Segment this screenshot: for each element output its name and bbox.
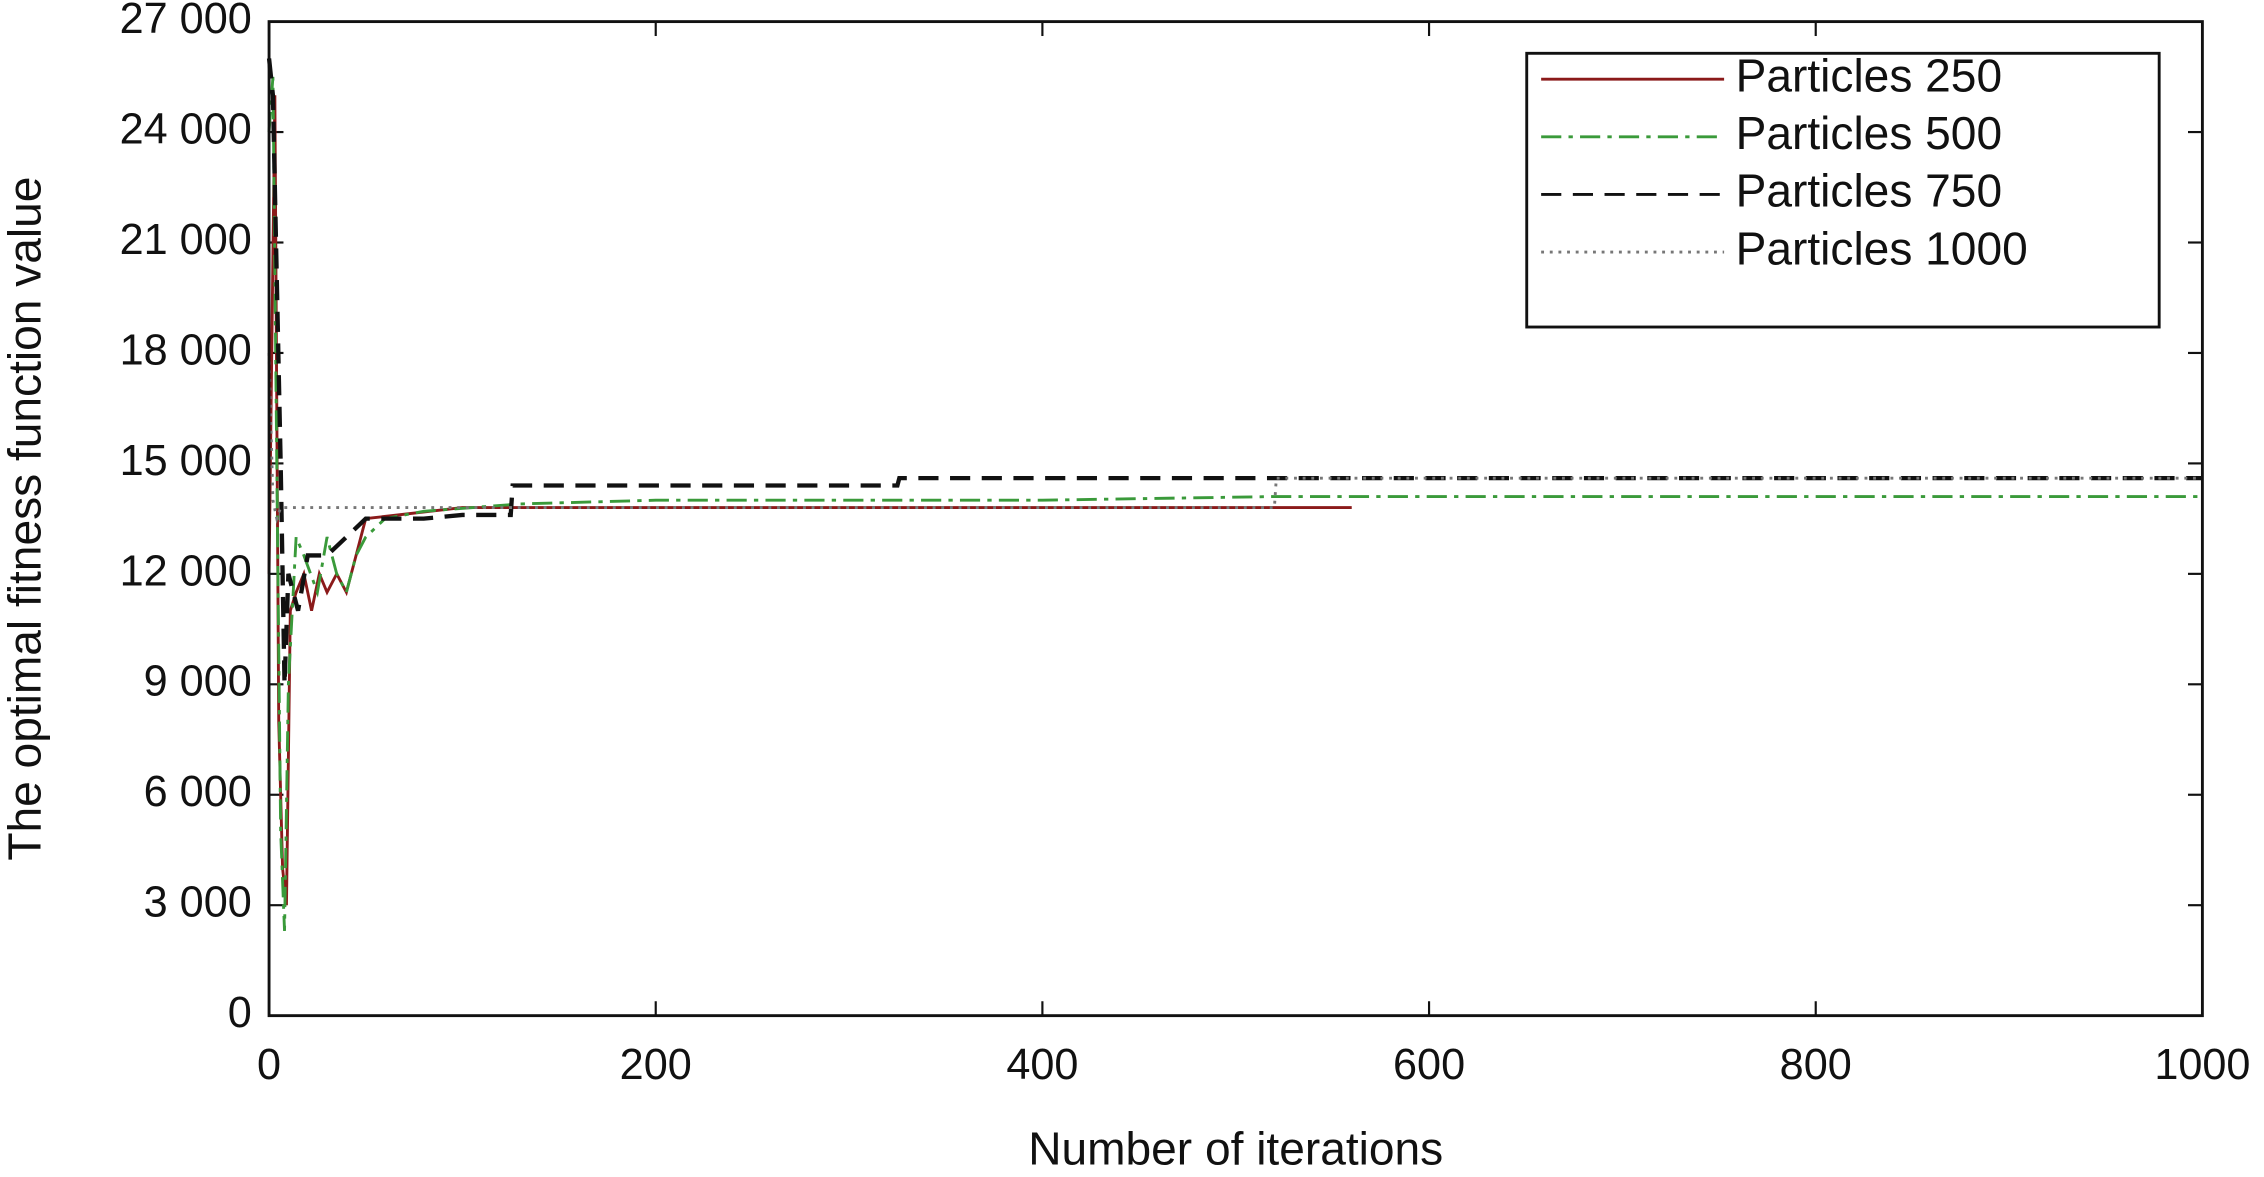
x-tick-label: 600 xyxy=(1393,1041,1465,1089)
series-line xyxy=(267,76,2203,932)
y-tick-label: 18 000 xyxy=(120,326,252,374)
legend-label: Particles 750 xyxy=(1736,165,2002,217)
x-axis-label: Number of iterations xyxy=(1028,1123,1443,1175)
y-tick-label: 0 xyxy=(228,989,252,1037)
series-line xyxy=(266,58,2203,685)
y-tick-label: 27 000 xyxy=(120,0,252,43)
y-tick-label: 12 000 xyxy=(120,547,252,595)
legend-label: Particles 500 xyxy=(1736,107,2002,159)
y-axis-label: The optimal fitness function value xyxy=(0,177,51,861)
y-tick-label: 6 000 xyxy=(144,768,252,816)
legend-label: Particles 250 xyxy=(1736,49,2002,101)
x-tick-label: 200 xyxy=(620,1041,692,1089)
plot-frame xyxy=(267,20,2204,1018)
y-tick-label: 9 000 xyxy=(144,658,252,706)
series-line xyxy=(267,352,2203,524)
x-tick-label: 400 xyxy=(1006,1041,1078,1089)
y-tick-label: 15 000 xyxy=(120,437,252,485)
y-tick-label: 21 000 xyxy=(120,216,252,264)
x-tick-label: 1000 xyxy=(2154,1041,2250,1089)
y-tick-label: 24 000 xyxy=(120,105,252,153)
legend-box xyxy=(1525,51,2161,329)
y-tick-label: 3 000 xyxy=(144,879,252,927)
x-tick-label: 800 xyxy=(1780,1041,1852,1089)
legend-label: Particles 1000 xyxy=(1736,222,2028,274)
x-tick-label: 0 xyxy=(257,1041,281,1089)
